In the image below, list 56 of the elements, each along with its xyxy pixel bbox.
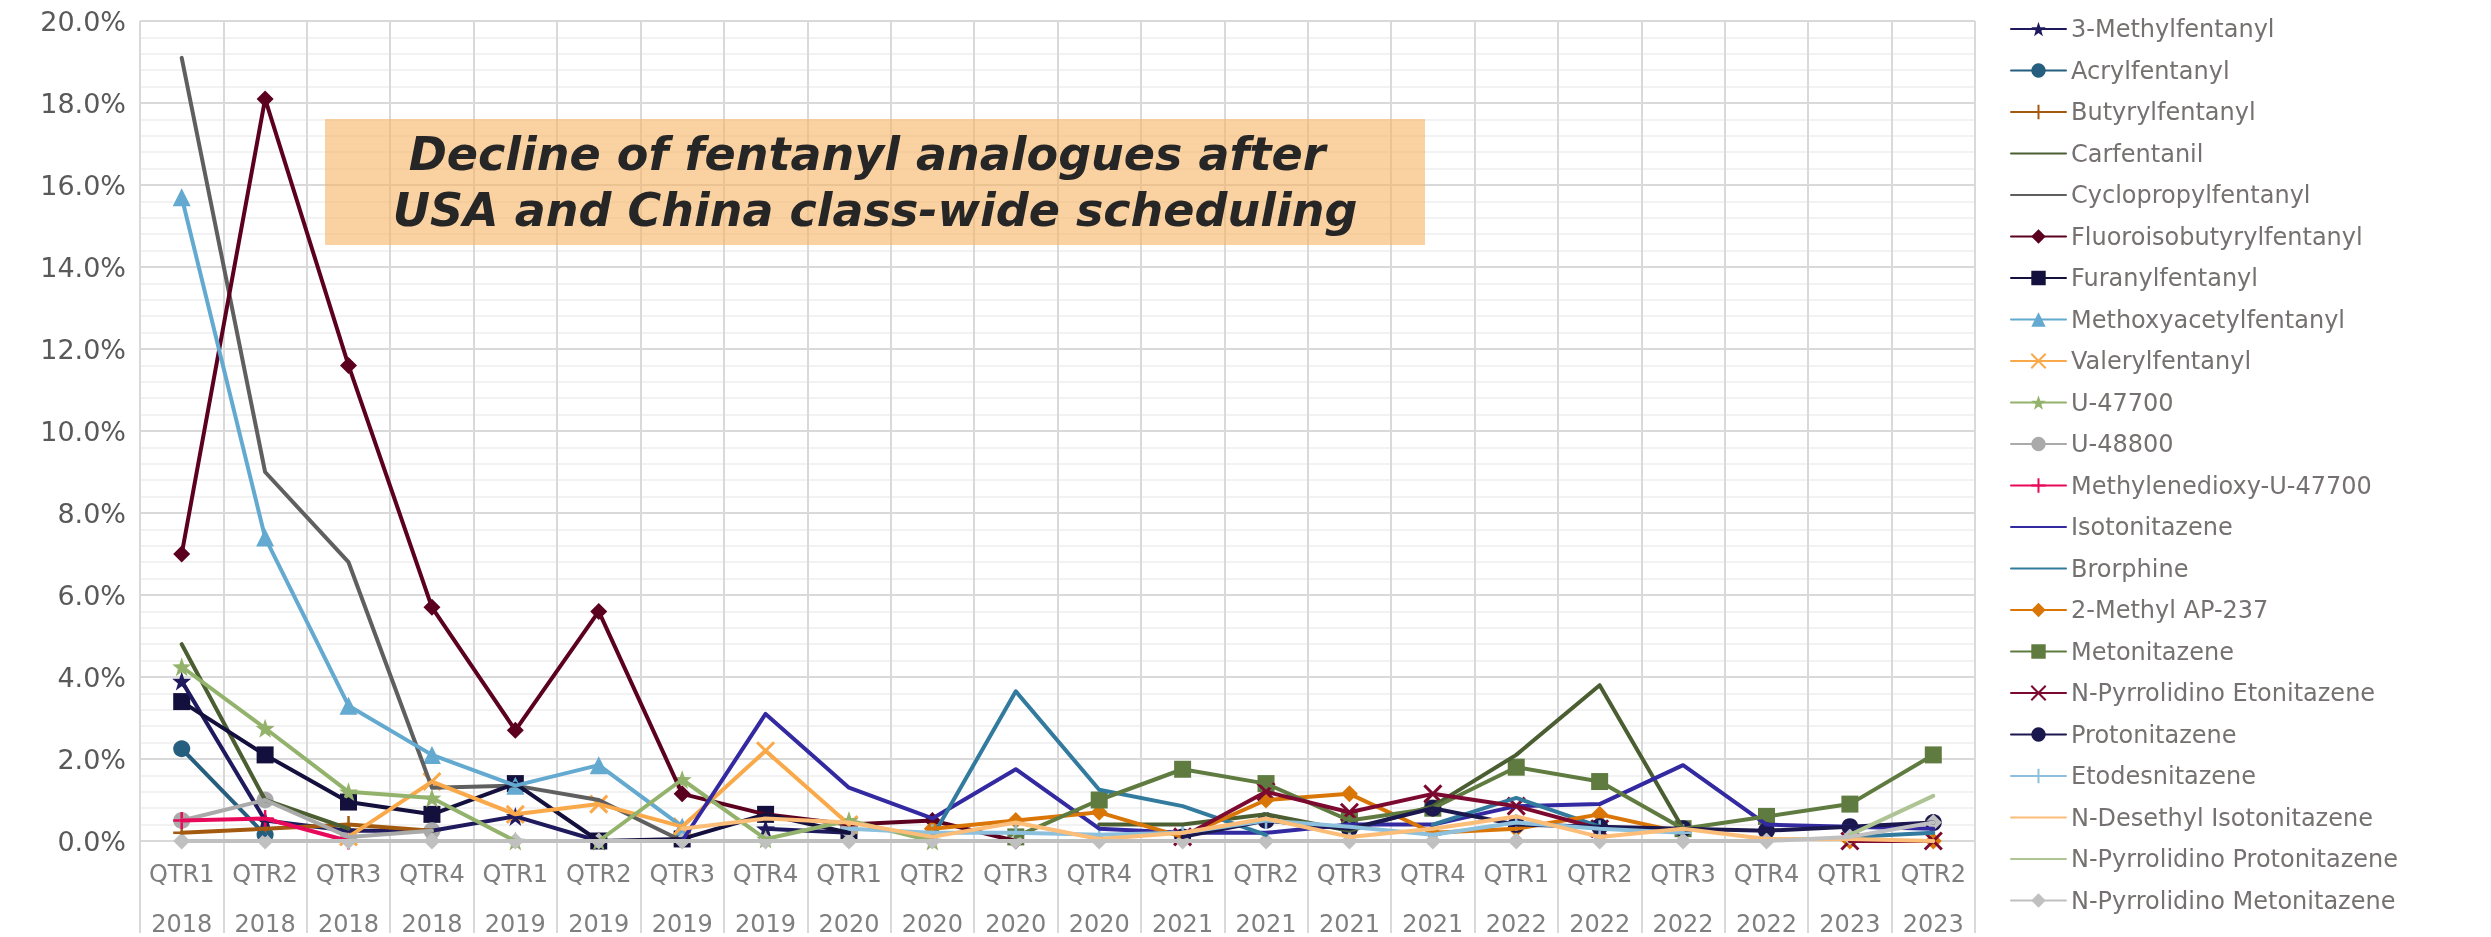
x-tick-label: QTR2 2019 [566, 860, 632, 937]
y-tick-label: 4.0% [57, 661, 126, 693]
legend-label: Acrylfentanyl [2071, 56, 2230, 85]
y-tick-label: 12.0% [40, 333, 126, 365]
x-tick-label: QTR4 2021 [1400, 860, 1466, 937]
legend-label: Methoxyacetylfentanyl [2071, 305, 2346, 334]
legend-label: 2-Methyl AP-237 [2071, 596, 2269, 624]
legend-label: Fluoroisobutyrylfentanyl [2071, 222, 2363, 251]
x-tick-label: QTR1 2022 [1483, 860, 1549, 937]
legend-label: Metonitazene [2071, 637, 2234, 666]
x-tick-label: QTR3 2018 [315, 860, 382, 937]
x-tick-label: QTR3 2020 [983, 860, 1049, 937]
y-tick-label: 8.0% [57, 497, 126, 529]
x-tick-label: QTR2 2022 [1566, 860, 1633, 937]
y-tick-label: 16.0% [40, 169, 126, 201]
x-tick-label: QTR3 2022 [1650, 860, 1716, 937]
legend-label: U-47700 [2071, 388, 2174, 417]
x-tick-label: QTR2 2018 [232, 860, 298, 937]
legend-label: Brorphine [2071, 554, 2189, 583]
legend-label: Isotonitazene [2071, 513, 2233, 541]
x-tick-label: QTR2 2023 [1900, 860, 1967, 937]
y-tick-label: 10.0% [40, 415, 126, 447]
legend-label: Protonitazene [2071, 720, 2237, 749]
legend-label: 3-Methylfentanyl [2071, 15, 2275, 43]
x-tick-label: QTR2 2020 [899, 860, 966, 937]
legend-label: Etodesnitazene [2071, 762, 2257, 790]
x-tick-label: QTR4 2018 [399, 860, 465, 937]
y-tick-label: 0.0% [57, 825, 126, 857]
legend-label: Cyclopropylfentanyl [2071, 181, 2311, 209]
legend-label: Furanylfentanyl [2071, 264, 2258, 292]
legend-label: N-Pyrrolidino Etonitazene [2071, 679, 2376, 707]
legend-label: N-Desethyl Isotonitazene [2071, 803, 2373, 832]
x-tick-label: QTR1 2023 [1817, 860, 1883, 937]
legend-label: Valerylfentanyl [2071, 347, 2252, 375]
legend-label: N-Pyrrolidino Protonitazene [2071, 845, 2399, 873]
x-tick-label: QTR2 2021 [1233, 860, 1299, 937]
legend-label: Carfentanil [2071, 139, 2204, 168]
x-tick-label: QTR3 2019 [649, 860, 715, 937]
x-tick-label: QTR4 2020 [1066, 860, 1132, 937]
legend-label: N-Pyrrolidino Metonitazene [2071, 886, 2396, 915]
x-tick-label: QTR4 2022 [1733, 860, 1800, 937]
legend-label: Methylenedioxy-U-47700 [2071, 471, 2372, 500]
x-tick-label: QTR3 2021 [1316, 860, 1383, 937]
x-tick-label: QTR1 2021 [1149, 860, 1216, 937]
x-tick-label: QTR1 2020 [816, 860, 882, 937]
y-tick-label: 20.0% [40, 5, 126, 37]
legend-label: Butyrylfentanyl [2071, 98, 2256, 126]
y-tick-label: 14.0% [40, 251, 126, 283]
y-tick-label: 2.0% [57, 743, 126, 775]
text: Decline of fentanyl analogues after USA and China class-wide scheduling [392, 127, 1358, 237]
y-tick-label: 18.0% [40, 87, 126, 119]
legend-label: U-48800 [2071, 430, 2174, 458]
x-tick-label: QTR1 2018 [148, 860, 215, 937]
x-tick-label: QTR1 2019 [482, 860, 549, 937]
y-tick-label: 6.0% [57, 579, 126, 611]
x-tick-label: QTR4 2019 [732, 860, 799, 937]
